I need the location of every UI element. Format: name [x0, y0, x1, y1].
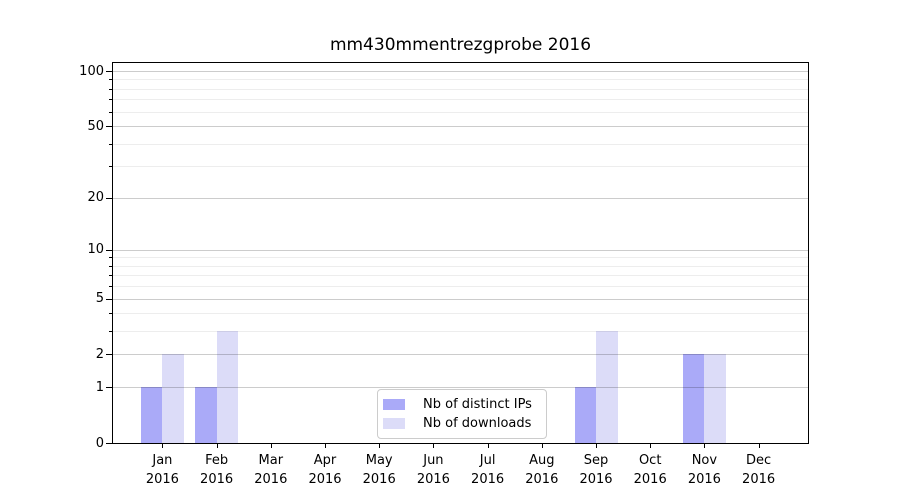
bar-downloads	[216, 331, 239, 443]
x-tick-label: Aug 2016	[525, 453, 559, 487]
y-tick-label: 100	[79, 63, 104, 79]
major-gridline	[113, 387, 808, 389]
x-tick-label: Nov 2016	[687, 453, 721, 487]
y-tick-mark	[106, 387, 112, 389]
x-tick-mark	[487, 444, 489, 448]
x-tick-mark	[704, 444, 706, 448]
y-tick-label: 5	[95, 291, 104, 307]
x-tick-label: Jan 2016	[145, 453, 179, 487]
top-spine	[112, 62, 809, 63]
y-minor-tick-mark	[109, 313, 112, 315]
major-gridline	[113, 197, 808, 199]
minor-gridline	[113, 88, 808, 90]
legend-swatch-downloads	[383, 418, 405, 429]
bar-distinct-ips	[195, 387, 217, 443]
bar-distinct-ips	[140, 387, 163, 443]
right-spine	[808, 62, 809, 444]
y-minor-tick-mark	[109, 143, 112, 145]
legend-swatch-distinct-ips	[383, 399, 405, 410]
x-tick-label: Jul 2016	[471, 453, 505, 487]
legend-label-distinct-ips: Nb of distinct IPs	[423, 397, 532, 412]
major-gridline	[113, 298, 808, 300]
x-tick-label: Jun 2016	[416, 453, 450, 487]
y-tick-label: 1	[95, 379, 104, 395]
minor-gridline	[113, 257, 808, 259]
x-tick-mark	[162, 444, 164, 448]
minor-gridline	[113, 275, 808, 277]
minor-gridline	[113, 111, 808, 113]
x-tick-mark	[541, 444, 543, 448]
minor-gridline	[113, 143, 808, 145]
bar-downloads	[596, 331, 618, 443]
x-axis-line	[112, 443, 809, 444]
y-tick-mark	[106, 126, 112, 128]
y-tick-label: 2	[95, 346, 104, 362]
minor-gridline	[113, 286, 808, 288]
y-tick-label: 10	[87, 242, 104, 258]
y-minor-tick-mark	[109, 79, 112, 81]
legend-label-downloads: Nb of downloads	[423, 416, 532, 431]
major-gridline	[113, 354, 808, 356]
x-tick-mark	[433, 444, 435, 448]
y-tick-mark	[106, 197, 112, 199]
y-tick-mark	[106, 249, 112, 251]
x-tick-label: Oct 2016	[633, 453, 667, 487]
x-tick-label: May 2016	[362, 453, 396, 487]
y-minor-tick-mark	[109, 331, 112, 333]
y-tick-label: 50	[87, 118, 104, 134]
y-axis-line	[112, 62, 113, 444]
y-minor-tick-mark	[109, 265, 112, 267]
x-tick-label: Mar 2016	[254, 453, 288, 487]
y-tick-mark	[106, 443, 112, 444]
x-tick-label: Feb 2016	[200, 453, 234, 487]
x-tick-mark	[270, 444, 272, 448]
y-minor-tick-mark	[109, 166, 112, 168]
y-tick-mark	[106, 71, 112, 73]
major-gridline	[113, 126, 808, 128]
y-minor-tick-mark	[109, 286, 112, 288]
bar-downloads	[162, 354, 184, 443]
y-tick-label: 20	[87, 190, 104, 206]
x-tick-mark	[216, 444, 218, 448]
x-tick-mark	[596, 444, 597, 448]
y-tick-mark	[106, 354, 112, 356]
x-tick-mark	[379, 444, 381, 448]
y-tick-mark	[106, 298, 112, 300]
y-minor-tick-mark	[109, 99, 112, 101]
x-tick-mark	[325, 444, 326, 448]
y-tick-label: 0	[95, 435, 104, 451]
major-gridline	[113, 71, 808, 73]
plot-area: Nb of distinct IPs Nb of downloads	[112, 62, 809, 444]
minor-gridline	[113, 265, 808, 267]
legend-item-distinct-ips: Nb of distinct IPs	[383, 395, 539, 414]
x-tick-label: Apr 2016	[308, 453, 342, 487]
bar-downloads	[704, 354, 726, 443]
x-tick-mark	[650, 444, 652, 448]
minor-gridline	[113, 313, 808, 315]
minor-gridline	[113, 99, 808, 101]
legend-box: Nb of distinct IPs Nb of downloads	[377, 389, 547, 439]
major-gridline	[113, 249, 808, 251]
y-minor-tick-mark	[109, 275, 112, 277]
y-minor-tick-mark	[109, 88, 112, 90]
minor-gridline	[113, 166, 808, 168]
minor-gridline	[113, 79, 808, 81]
bar-distinct-ips	[574, 387, 596, 443]
chart-title: mm430mmentrezgprobe 2016	[329, 35, 592, 55]
y-minor-tick-mark	[109, 111, 112, 113]
legend-item-downloads: Nb of downloads	[383, 414, 539, 433]
minor-gridline	[113, 331, 808, 333]
y-minor-tick-mark	[109, 257, 112, 259]
x-tick-label: Dec 2016	[742, 453, 776, 487]
x-tick-label: Sep 2016	[579, 453, 613, 487]
bar-distinct-ips	[682, 354, 705, 443]
x-tick-mark	[758, 444, 760, 448]
